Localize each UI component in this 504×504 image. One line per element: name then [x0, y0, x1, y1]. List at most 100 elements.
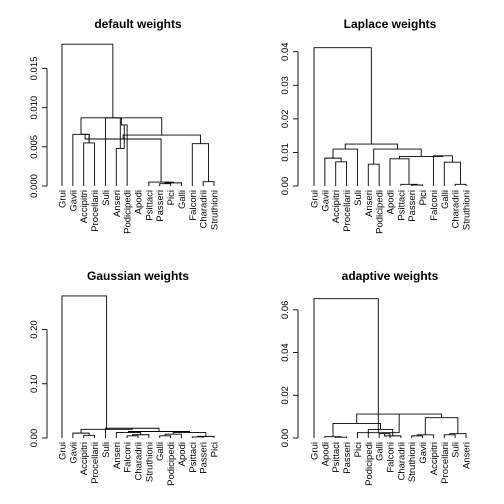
dendrogram-branch	[83, 434, 96, 438]
y-tick-label: 0.02	[280, 386, 291, 405]
dendrogram-branch	[335, 161, 348, 186]
dendrogram-branch	[61, 43, 114, 186]
dendrogram-branch	[384, 433, 402, 438]
leaf-label: Passeri	[199, 442, 210, 474]
leaf-label: Anseri	[112, 190, 123, 217]
leaf-label: Charadrii	[134, 442, 145, 481]
dendrogram-branch	[332, 148, 358, 186]
dendrogram-branch	[335, 436, 348, 438]
leaf-label: Falconi	[123, 442, 134, 473]
dendrogram-branch	[104, 117, 121, 186]
y-tick-label: 0.06	[280, 301, 291, 320]
y-tick-label: 0.00	[280, 177, 291, 196]
dendrogram-branch	[389, 158, 410, 186]
leaf-label: Accipitri	[429, 442, 440, 475]
dendrogram-branch	[159, 183, 172, 186]
y-tick-label: 0.00	[280, 429, 291, 448]
dendrogram-branch	[454, 183, 467, 186]
leaf-label: Grui	[310, 442, 321, 460]
y-tick-label: 0.02	[280, 110, 291, 129]
leaf-label: Falconi	[429, 190, 440, 221]
leaf-label: Apodi	[134, 190, 145, 214]
leaf-label: Anseri	[364, 190, 375, 217]
leaf-label: Gavii	[320, 190, 331, 212]
dendrogram-branch	[424, 417, 459, 435]
chart-title: default weights	[94, 17, 182, 31]
dendrogram-branch	[367, 163, 380, 186]
chart-panel-4: adaptive weights 0.00 0.02 0.04 0.06 Grui Apod…	[280, 269, 473, 486]
y-tick-label: 0.04	[280, 42, 291, 61]
leaf-label: Pici	[210, 442, 221, 457]
leaf-label: Galli	[440, 190, 451, 209]
leaf-label: Gavii	[68, 190, 79, 212]
y-tick-label: 0.10	[29, 375, 40, 394]
leaf-label: Galli	[155, 442, 166, 461]
leaf-label: Podicipedi	[123, 190, 134, 234]
dendrogram-branch	[191, 436, 204, 438]
leaf-label: Psittaci	[144, 190, 155, 221]
dendrogram-branch	[83, 142, 96, 186]
dendrogram-branch	[332, 423, 381, 437]
leaf-label: Passeri	[342, 442, 353, 474]
leaf-label: Procellarii	[342, 190, 353, 232]
dendrogram-branch	[191, 143, 210, 186]
chart-title: Laplace weights	[344, 17, 437, 31]
leaf-label: Charadrii	[451, 190, 462, 229]
chart-title: adaptive weights	[342, 269, 439, 283]
leaf-label: Galli	[177, 190, 188, 209]
leaf-label: Galli	[375, 442, 386, 461]
dendrogram-branch	[443, 434, 456, 438]
leaf-label: Apodi	[177, 442, 188, 466]
dendrogram-branch	[313, 47, 372, 186]
dendrogram-branch	[411, 184, 424, 186]
dendrogram-branch	[84, 134, 162, 183]
dendrogram-branch	[115, 432, 142, 438]
dendrogram-branch	[132, 434, 150, 438]
leaf-label: Passeri	[407, 190, 418, 222]
y-tick-label: 0.010	[29, 96, 40, 120]
leaf-label: Apodi	[386, 190, 397, 214]
leaf-label: Anseri	[462, 442, 473, 469]
dendrogram-branch	[443, 161, 462, 186]
y-tick-label: 0.04	[280, 343, 291, 362]
leaf-label: Apodi	[320, 442, 331, 466]
dendrogram-branch	[324, 157, 342, 186]
dendrogram-branch	[313, 298, 379, 438]
leaf-label: Passeri	[155, 190, 166, 222]
y-tick-label: 0.03	[280, 76, 291, 95]
leaf-label: Suli	[101, 442, 112, 458]
leaf-label: Grui	[310, 190, 321, 208]
leaf-label: Podicipedi	[166, 442, 177, 486]
leaf-label: Struthioni	[407, 442, 418, 482]
y-tick-label: 0.000	[29, 174, 40, 198]
leaf-label: Accipitri	[79, 190, 90, 223]
leaf-label: Psittaci	[331, 442, 342, 473]
y-tick-label: 0.00	[29, 429, 40, 448]
dendrogram-branch	[81, 133, 90, 143]
leaf-label: Psittaci	[188, 442, 199, 473]
dendrogram-branch	[344, 143, 398, 150]
y-tick-label: 0.20	[29, 320, 40, 339]
leaf-label: Suli	[101, 190, 112, 206]
y-tick-label: 0.005	[29, 135, 40, 159]
leaf-label: Procellarii	[90, 442, 101, 484]
y-tick-label: 0.01	[280, 143, 291, 162]
dendrogram-branch	[159, 435, 172, 438]
leaf-label: Grui	[58, 190, 69, 208]
dendrogram-branch	[164, 182, 182, 186]
dendrogram-branch	[72, 133, 90, 186]
leaf-label: Procellarii	[90, 190, 101, 232]
leaf-label: Suli	[353, 190, 364, 206]
leaf-label: Charadrii	[396, 442, 407, 481]
leaf-label: Gavii	[68, 442, 79, 464]
leaf-label: Podicipedi	[375, 190, 386, 234]
dendrogram-branch	[61, 295, 108, 438]
dendrogram-branch	[416, 434, 434, 438]
leaf-label: Accipitri	[331, 190, 342, 223]
leaf-label: Pici	[166, 190, 177, 205]
leaf-label: Procellarii	[440, 442, 451, 484]
leaf-label: Gavii	[418, 442, 429, 464]
